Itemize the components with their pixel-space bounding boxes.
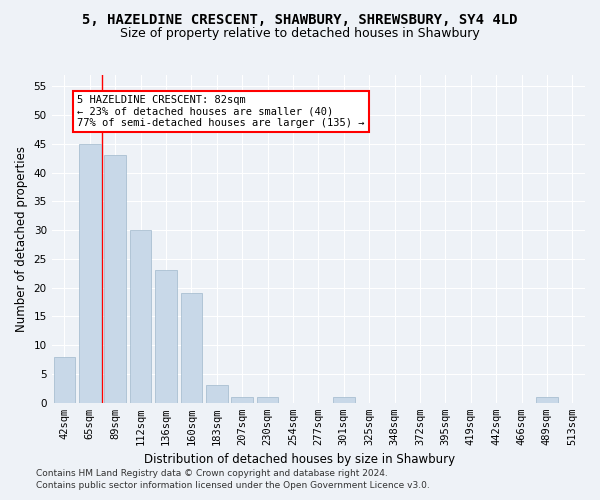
Text: Contains HM Land Registry data © Crown copyright and database right 2024.: Contains HM Land Registry data © Crown c…: [36, 468, 388, 477]
Text: Contains public sector information licensed under the Open Government Licence v3: Contains public sector information licen…: [36, 481, 430, 490]
Text: 5, HAZELDINE CRESCENT, SHAWBURY, SHREWSBURY, SY4 4LD: 5, HAZELDINE CRESCENT, SHAWBURY, SHREWSB…: [82, 12, 518, 26]
Y-axis label: Number of detached properties: Number of detached properties: [15, 146, 28, 332]
Bar: [206, 386, 227, 402]
Bar: [104, 156, 126, 402]
Bar: [536, 397, 557, 402]
Bar: [333, 397, 355, 402]
Bar: [79, 144, 101, 403]
Bar: [181, 294, 202, 403]
Bar: [53, 356, 75, 403]
Bar: [155, 270, 177, 402]
Text: 5 HAZELDINE CRESCENT: 82sqm
← 23% of detached houses are smaller (40)
77% of sem: 5 HAZELDINE CRESCENT: 82sqm ← 23% of det…: [77, 95, 365, 128]
Bar: [257, 397, 278, 402]
Text: Size of property relative to detached houses in Shawbury: Size of property relative to detached ho…: [120, 28, 480, 40]
Text: Distribution of detached houses by size in Shawbury: Distribution of detached houses by size …: [145, 452, 455, 466]
Bar: [232, 397, 253, 402]
Bar: [130, 230, 151, 402]
